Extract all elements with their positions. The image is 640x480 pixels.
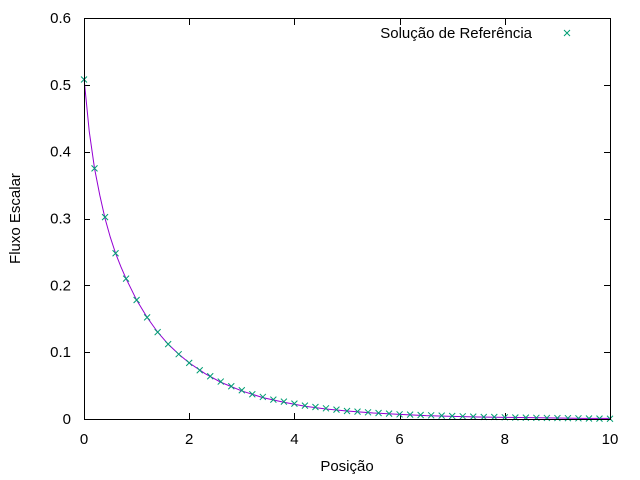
reference-marker	[101, 213, 109, 221]
y-tick-label: 0.3	[50, 211, 71, 228]
reference-marker	[112, 249, 119, 257]
reference-marker	[217, 378, 225, 385]
legend: Solução de Referência	[380, 25, 571, 42]
reference-marker	[143, 314, 151, 321]
x-tick-label: 6	[395, 431, 403, 448]
reference-marker	[448, 412, 456, 420]
reference-marker	[364, 408, 372, 416]
x-tick-label: 0	[80, 431, 88, 448]
reference-marker	[490, 413, 498, 421]
reference-marker	[238, 386, 246, 394]
solution-line	[83, 78, 610, 419]
reference-marker	[175, 350, 183, 358]
y-tick-label: 0.1	[50, 344, 71, 361]
axis-tick-labels: 0 2 4 6 8 10 0 0.1 0.2 0.3 0.4 0.5 0.6	[50, 10, 618, 448]
reference-marker	[469, 413, 477, 421]
reference-marker	[459, 412, 467, 420]
y-tick-label: 0	[63, 411, 71, 428]
legend-label: Solução de Referência	[380, 25, 532, 42]
reference-marker	[417, 411, 424, 419]
reference-marker	[196, 366, 204, 374]
reference-marker	[354, 408, 361, 416]
reference-marker	[248, 390, 256, 398]
reference-marker	[480, 413, 488, 421]
legend-marker	[563, 29, 571, 37]
x-tick-label: 2	[185, 431, 193, 448]
reference-marker	[301, 402, 309, 409]
reference-markers-layer	[80, 76, 614, 423]
reference-marker	[91, 165, 98, 172]
reference-marker	[291, 400, 298, 407]
x-tick-label: 4	[290, 431, 298, 448]
x-tick-label: 8	[501, 431, 509, 448]
reference-marker	[385, 410, 393, 418]
reference-marker	[133, 296, 140, 304]
reference-marker	[406, 411, 414, 419]
reference-marker	[564, 414, 572, 422]
y-tick-label: 0.4	[50, 144, 71, 161]
x-axis-label: Posição	[320, 458, 373, 475]
reference-marker	[396, 410, 403, 418]
axis-ticks	[84, 18, 611, 420]
reference-marker	[154, 328, 161, 336]
reference-marker	[259, 393, 267, 401]
reference-marker	[227, 382, 235, 390]
reference-marker	[427, 411, 435, 419]
x-tick-label: 10	[602, 431, 619, 448]
plot-frame	[84, 18, 611, 420]
reference-marker	[554, 414, 561, 422]
reference-marker	[333, 406, 340, 413]
reference-marker	[270, 396, 277, 403]
reference-marker	[312, 403, 319, 411]
solution-line-layer	[83, 78, 610, 419]
reference-marker	[122, 275, 130, 283]
reference-marker	[206, 372, 214, 380]
reference-marker	[280, 398, 288, 405]
y-tick-label: 0.2	[50, 277, 71, 294]
reference-marker	[185, 359, 193, 367]
reference-marker	[596, 415, 603, 422]
reference-marker	[585, 415, 593, 422]
reference-marker	[375, 409, 382, 417]
reference-marker	[322, 404, 330, 412]
y-tick-label: 0.6	[50, 10, 71, 27]
reference-marker	[438, 412, 446, 420]
y-axis-label: Fluxo Escalar	[7, 173, 24, 264]
reference-marker	[164, 340, 172, 348]
y-tick-label: 0.5	[50, 77, 71, 94]
reference-marker	[343, 407, 351, 415]
reference-marker	[575, 414, 582, 422]
